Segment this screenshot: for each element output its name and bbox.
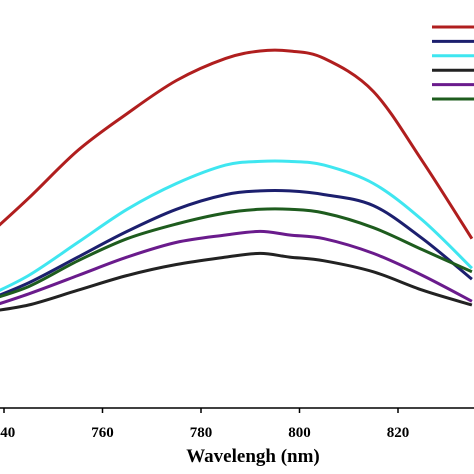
- series-line-6: [0, 251, 473, 312]
- series-lines: [0, 48, 474, 312]
- series-line-1: [0, 48, 474, 240]
- x-tick-label-760: 760: [91, 425, 114, 441]
- x-ticks: 740760780800820840: [0, 408, 410, 441]
- x-tick-label-780: 780: [190, 425, 213, 441]
- x-tick-label-800: 800: [288, 425, 311, 441]
- series-line-3: [0, 188, 473, 297]
- series-line-5: [0, 229, 473, 306]
- legend: [432, 25, 474, 101]
- x-tick-label-740: 740: [0, 425, 15, 441]
- x-tick-label-820: 820: [387, 425, 410, 441]
- series-line-4: [0, 207, 473, 299]
- series-line-2: [0, 159, 473, 292]
- x-axis-title: Wavelengh (nm): [186, 446, 320, 467]
